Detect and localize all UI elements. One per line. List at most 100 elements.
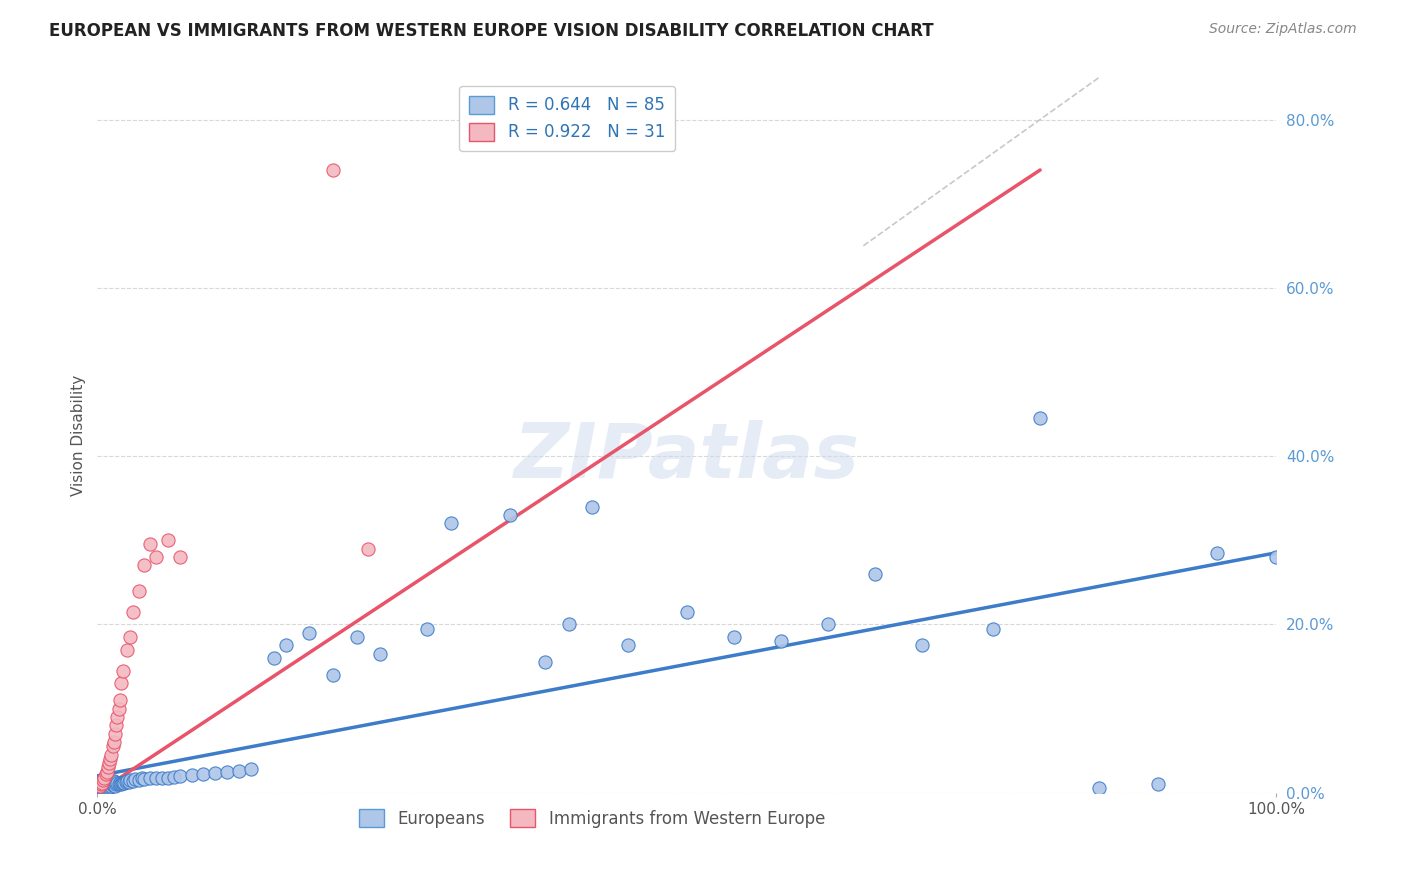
Point xyxy=(105,776,128,790)
Point xyxy=(105,718,128,732)
Point xyxy=(228,764,250,778)
Point xyxy=(96,780,118,795)
Point xyxy=(128,772,150,787)
Point xyxy=(723,630,745,644)
Point xyxy=(322,163,344,178)
Point xyxy=(263,651,285,665)
Point xyxy=(675,605,697,619)
Point xyxy=(114,774,136,789)
Point xyxy=(94,779,117,793)
Legend: Europeans, Immigrants from Western Europe: Europeans, Immigrants from Western Europ… xyxy=(353,803,832,834)
Point xyxy=(139,537,162,551)
Point xyxy=(118,774,141,789)
Point xyxy=(103,778,125,792)
Point xyxy=(863,566,886,581)
Point xyxy=(104,779,127,793)
Point xyxy=(96,778,118,792)
Point xyxy=(110,777,132,791)
Point xyxy=(193,767,215,781)
Point xyxy=(180,768,202,782)
Point xyxy=(157,533,180,548)
Point xyxy=(90,780,112,795)
Point xyxy=(558,617,581,632)
Point xyxy=(121,605,143,619)
Y-axis label: Vision Disability: Vision Disability xyxy=(72,375,86,496)
Point xyxy=(1029,411,1052,425)
Point xyxy=(346,630,368,644)
Point xyxy=(91,782,114,797)
Point xyxy=(100,775,122,789)
Point xyxy=(134,558,156,573)
Point xyxy=(274,639,297,653)
Point xyxy=(416,622,439,636)
Point xyxy=(169,550,191,565)
Point xyxy=(98,780,121,795)
Point xyxy=(93,778,115,792)
Point xyxy=(94,767,117,781)
Point xyxy=(131,772,153,786)
Point xyxy=(128,583,150,598)
Point xyxy=(112,664,135,678)
Point xyxy=(103,773,125,788)
Point xyxy=(1264,550,1286,565)
Point xyxy=(298,625,321,640)
Point xyxy=(817,617,839,632)
Point xyxy=(91,780,114,794)
Point xyxy=(105,710,128,724)
Point xyxy=(98,779,121,793)
Point xyxy=(90,777,112,791)
Point xyxy=(112,776,135,790)
Point xyxy=(1206,546,1229,560)
Point xyxy=(534,655,557,669)
Point xyxy=(105,777,128,791)
Point xyxy=(101,739,124,754)
Point xyxy=(97,780,120,794)
Point xyxy=(104,727,127,741)
Point xyxy=(93,780,115,794)
Point xyxy=(145,550,167,565)
Point xyxy=(150,771,173,785)
Point xyxy=(157,771,180,785)
Point xyxy=(98,780,121,794)
Point xyxy=(120,630,142,644)
Point xyxy=(368,647,391,661)
Point xyxy=(322,668,344,682)
Point xyxy=(89,781,111,796)
Point xyxy=(93,771,115,785)
Point xyxy=(91,781,114,796)
Point xyxy=(357,541,380,556)
Point xyxy=(98,752,121,766)
Point xyxy=(111,775,134,789)
Point xyxy=(97,777,120,791)
Point xyxy=(108,775,131,789)
Point xyxy=(100,747,122,762)
Point xyxy=(107,701,129,715)
Point xyxy=(114,775,136,789)
Point xyxy=(1147,777,1170,791)
Point xyxy=(581,500,603,514)
Point xyxy=(215,764,238,779)
Point xyxy=(440,516,463,531)
Point xyxy=(91,779,114,793)
Point xyxy=(239,762,262,776)
Point xyxy=(124,772,146,787)
Point xyxy=(103,735,125,749)
Point xyxy=(98,777,121,791)
Point xyxy=(94,777,117,791)
Text: ZIPatlas: ZIPatlas xyxy=(513,419,859,493)
Point xyxy=(94,781,117,796)
Point xyxy=(108,693,131,707)
Point xyxy=(121,773,143,788)
Point xyxy=(96,776,118,790)
Text: Source: ZipAtlas.com: Source: ZipAtlas.com xyxy=(1209,22,1357,37)
Point xyxy=(120,772,142,787)
Point xyxy=(96,764,118,779)
Point xyxy=(101,774,124,789)
Point xyxy=(98,775,121,789)
Point xyxy=(134,772,156,787)
Point xyxy=(101,778,124,792)
Text: EUROPEAN VS IMMIGRANTS FROM WESTERN EUROPE VISION DISABILITY CORRELATION CHART: EUROPEAN VS IMMIGRANTS FROM WESTERN EURO… xyxy=(49,22,934,40)
Point xyxy=(981,622,1004,636)
Point xyxy=(1088,781,1111,796)
Point xyxy=(115,642,138,657)
